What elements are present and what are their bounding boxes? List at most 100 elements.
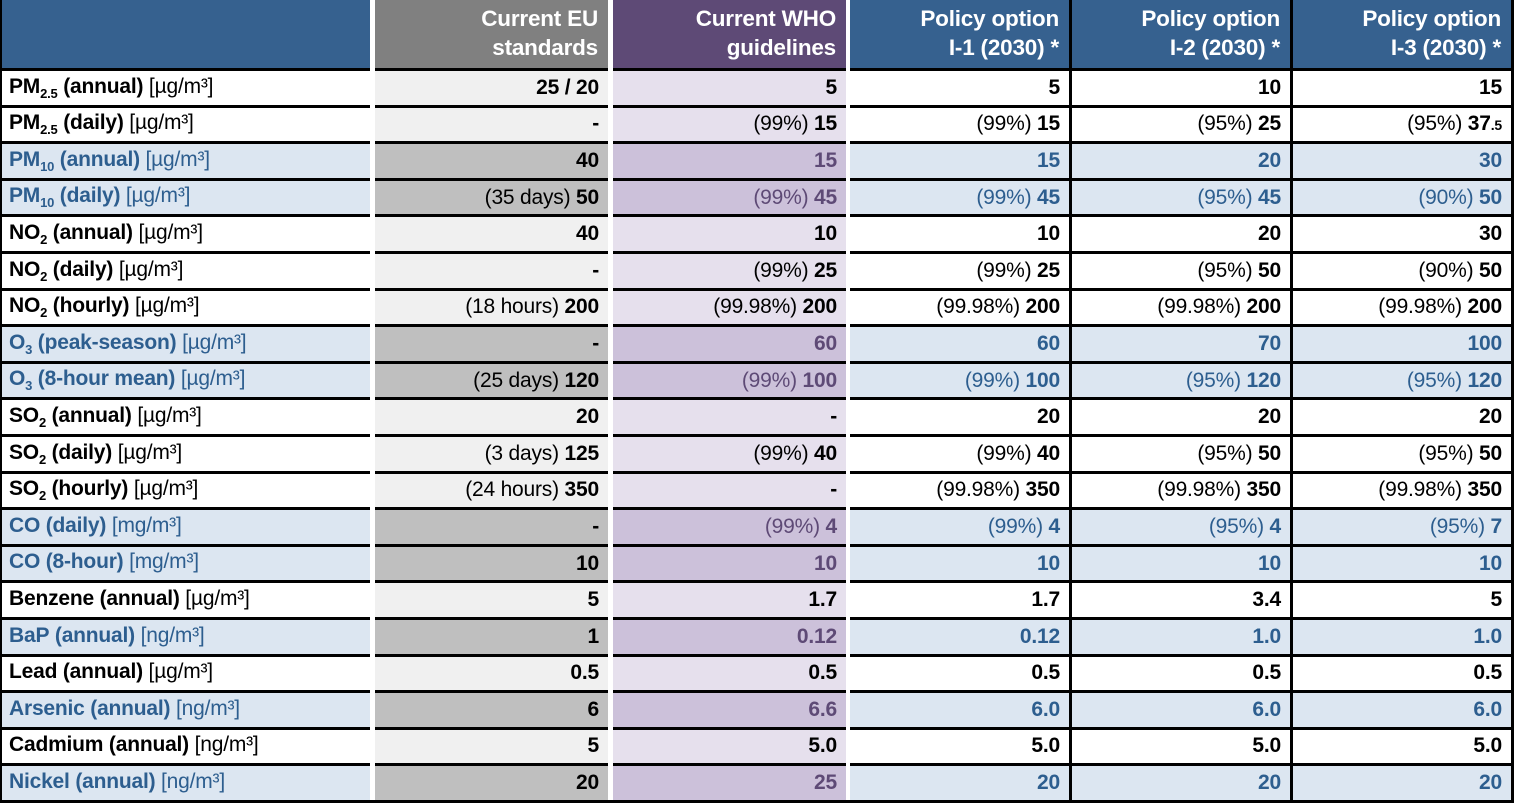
value-qualifier: (99%) <box>753 112 815 136</box>
value-qualifier: (95%) <box>1407 112 1468 136</box>
value: 10 <box>1037 222 1060 246</box>
header-line: Current WHO <box>695 6 836 32</box>
eu-standard-cell: - <box>375 250 608 288</box>
policy-option-i1-cell: 15 <box>850 141 1069 178</box>
policy-option-i3-cell: 10 <box>1293 543 1511 581</box>
column-border <box>1069 324 1072 361</box>
value: - <box>830 405 837 429</box>
column-border <box>1069 616 1072 654</box>
column-border <box>1290 616 1293 654</box>
column-divider <box>370 141 375 178</box>
table-row: O3 (8-hour mean) [µg/m³] (25 days) 120 (… <box>2 360 1511 398</box>
pollutant-name: Lead <box>9 660 58 684</box>
column-divider <box>608 507 613 544</box>
column-border <box>1290 580 1293 617</box>
pollutant-unit: [µg/m³] <box>120 184 191 208</box>
column-divider <box>846 177 850 215</box>
column-header-policy-option-i1: Policy option I-1 (2030) * <box>850 0 1069 68</box>
eu-standard-cell: 5 <box>375 726 608 764</box>
column-divider <box>846 250 850 288</box>
policy-option-i2-cell: 5.0 <box>1072 726 1290 764</box>
policy-option-i2-cell: (99.98%) 350 <box>1072 470 1290 508</box>
column-divider <box>608 104 613 142</box>
value: 100 <box>1025 368 1061 392</box>
column-divider <box>370 397 375 434</box>
value-qualifier: (95%) <box>1185 368 1247 392</box>
value-qualifier: (99%) <box>976 258 1038 282</box>
value-qualifier: (3 days) <box>484 441 565 465</box>
column-divider <box>370 250 375 288</box>
value: 5 <box>825 75 838 99</box>
column-divider <box>846 616 850 654</box>
column-border <box>1290 214 1293 251</box>
value-qualifier: (99%) <box>976 112 1038 136</box>
column-divider <box>370 287 375 325</box>
policy-option-i2-cell: (95%) 4 <box>1072 507 1290 544</box>
policy-option-i3-cell: (99.98%) 350 <box>1293 470 1511 508</box>
column-divider <box>370 763 375 800</box>
pollutant-label: CO (8-hour) [mg/m³] <box>2 543 370 581</box>
column-divider <box>846 68 850 105</box>
pollutant-unit: [µg/m³] <box>113 257 184 281</box>
column-divider <box>608 360 613 398</box>
value: 20 <box>1258 148 1281 172</box>
policy-option-i1-cell: 20 <box>850 763 1069 800</box>
value: 5.0 <box>808 734 837 758</box>
header-line: Policy option <box>1141 6 1280 32</box>
policy-option-i1-cell: 60 <box>850 324 1069 361</box>
pollutant-name-subscript: 2 <box>38 488 46 504</box>
value: 0.5 <box>1252 661 1281 685</box>
pollutant-name: CO <box>9 550 41 574</box>
value-qualifier: (99.98%) <box>936 478 1026 502</box>
who-guideline-cell: - <box>613 397 846 434</box>
policy-option-i1-cell: (99%) 45 <box>850 177 1069 215</box>
column-divider <box>846 104 850 142</box>
eu-standard-cell: 25 / 20 <box>375 68 608 105</box>
pollutant-name-subscript: 2 <box>40 268 48 284</box>
policy-option-i2-cell: 10 <box>1072 68 1290 105</box>
eu-standard-cell: 20 <box>375 397 608 434</box>
value: 15 <box>814 148 837 172</box>
column-divider <box>370 470 375 508</box>
eu-standard-cell: 40 <box>375 214 608 251</box>
column-border <box>1290 690 1293 727</box>
value: 120 <box>1467 368 1503 392</box>
column-divider <box>846 287 850 325</box>
policy-option-i2-cell: 70 <box>1072 324 1290 361</box>
pollutant-name-subscript: 10 <box>40 159 55 175</box>
eu-standard-cell: 20 <box>375 763 608 800</box>
value-qualifier: (90%) <box>1418 185 1480 209</box>
value: 5.0 <box>1031 734 1060 758</box>
column-border <box>1290 726 1293 764</box>
value-qualifier: (99.98%) <box>1378 478 1468 502</box>
header-line: Policy option <box>920 6 1059 32</box>
eu-standard-cell: 6 <box>375 690 608 727</box>
table-row: PM2.5 (annual) [µg/m³] 25 / 20 5 5 10 15 <box>2 68 1511 105</box>
table-row: CO (daily) [mg/m³] - (99%) 4 (99%) 4 (95… <box>2 507 1511 544</box>
pollutant-averaging-period: (daily) <box>40 513 107 537</box>
value: 15 <box>1479 75 1502 99</box>
value: 100 <box>1467 331 1503 355</box>
pollutant-label: Lead (annual) [µg/m³] <box>2 653 370 691</box>
column-divider <box>846 580 850 617</box>
pollutant-name-subscript: 2 <box>40 305 48 321</box>
pollutant-label: CO (daily) [mg/m³] <box>2 507 370 544</box>
value: 1.0 <box>1473 624 1502 648</box>
pollutant-label: Cadmium (annual) [ng/m³] <box>2 726 370 764</box>
column-border <box>1069 690 1072 727</box>
policy-option-i2-cell: (95%) 25 <box>1072 104 1290 142</box>
policy-option-i1-cell: (99.98%) 350 <box>850 470 1069 508</box>
pollutant-name: PM <box>9 184 41 208</box>
column-header-pollutant <box>2 0 370 68</box>
policy-option-i3-cell: 30 <box>1293 214 1511 251</box>
pollutant-unit: [µg/m³] <box>139 147 211 171</box>
column-divider <box>370 580 375 617</box>
pollutant-averaging-period: (annual) <box>69 769 156 793</box>
pollutant-name-subscript: 2 <box>38 415 46 431</box>
eu-standard-cell: (35 days) 50 <box>375 177 608 215</box>
pollutant-unit: [µg/m³] <box>131 404 202 428</box>
policy-option-i2-cell: 20 <box>1072 397 1290 434</box>
value: 6.0 <box>1031 697 1060 721</box>
value-qualifier: (99.98%) <box>1157 295 1247 319</box>
value: 0.5 <box>570 661 599 685</box>
